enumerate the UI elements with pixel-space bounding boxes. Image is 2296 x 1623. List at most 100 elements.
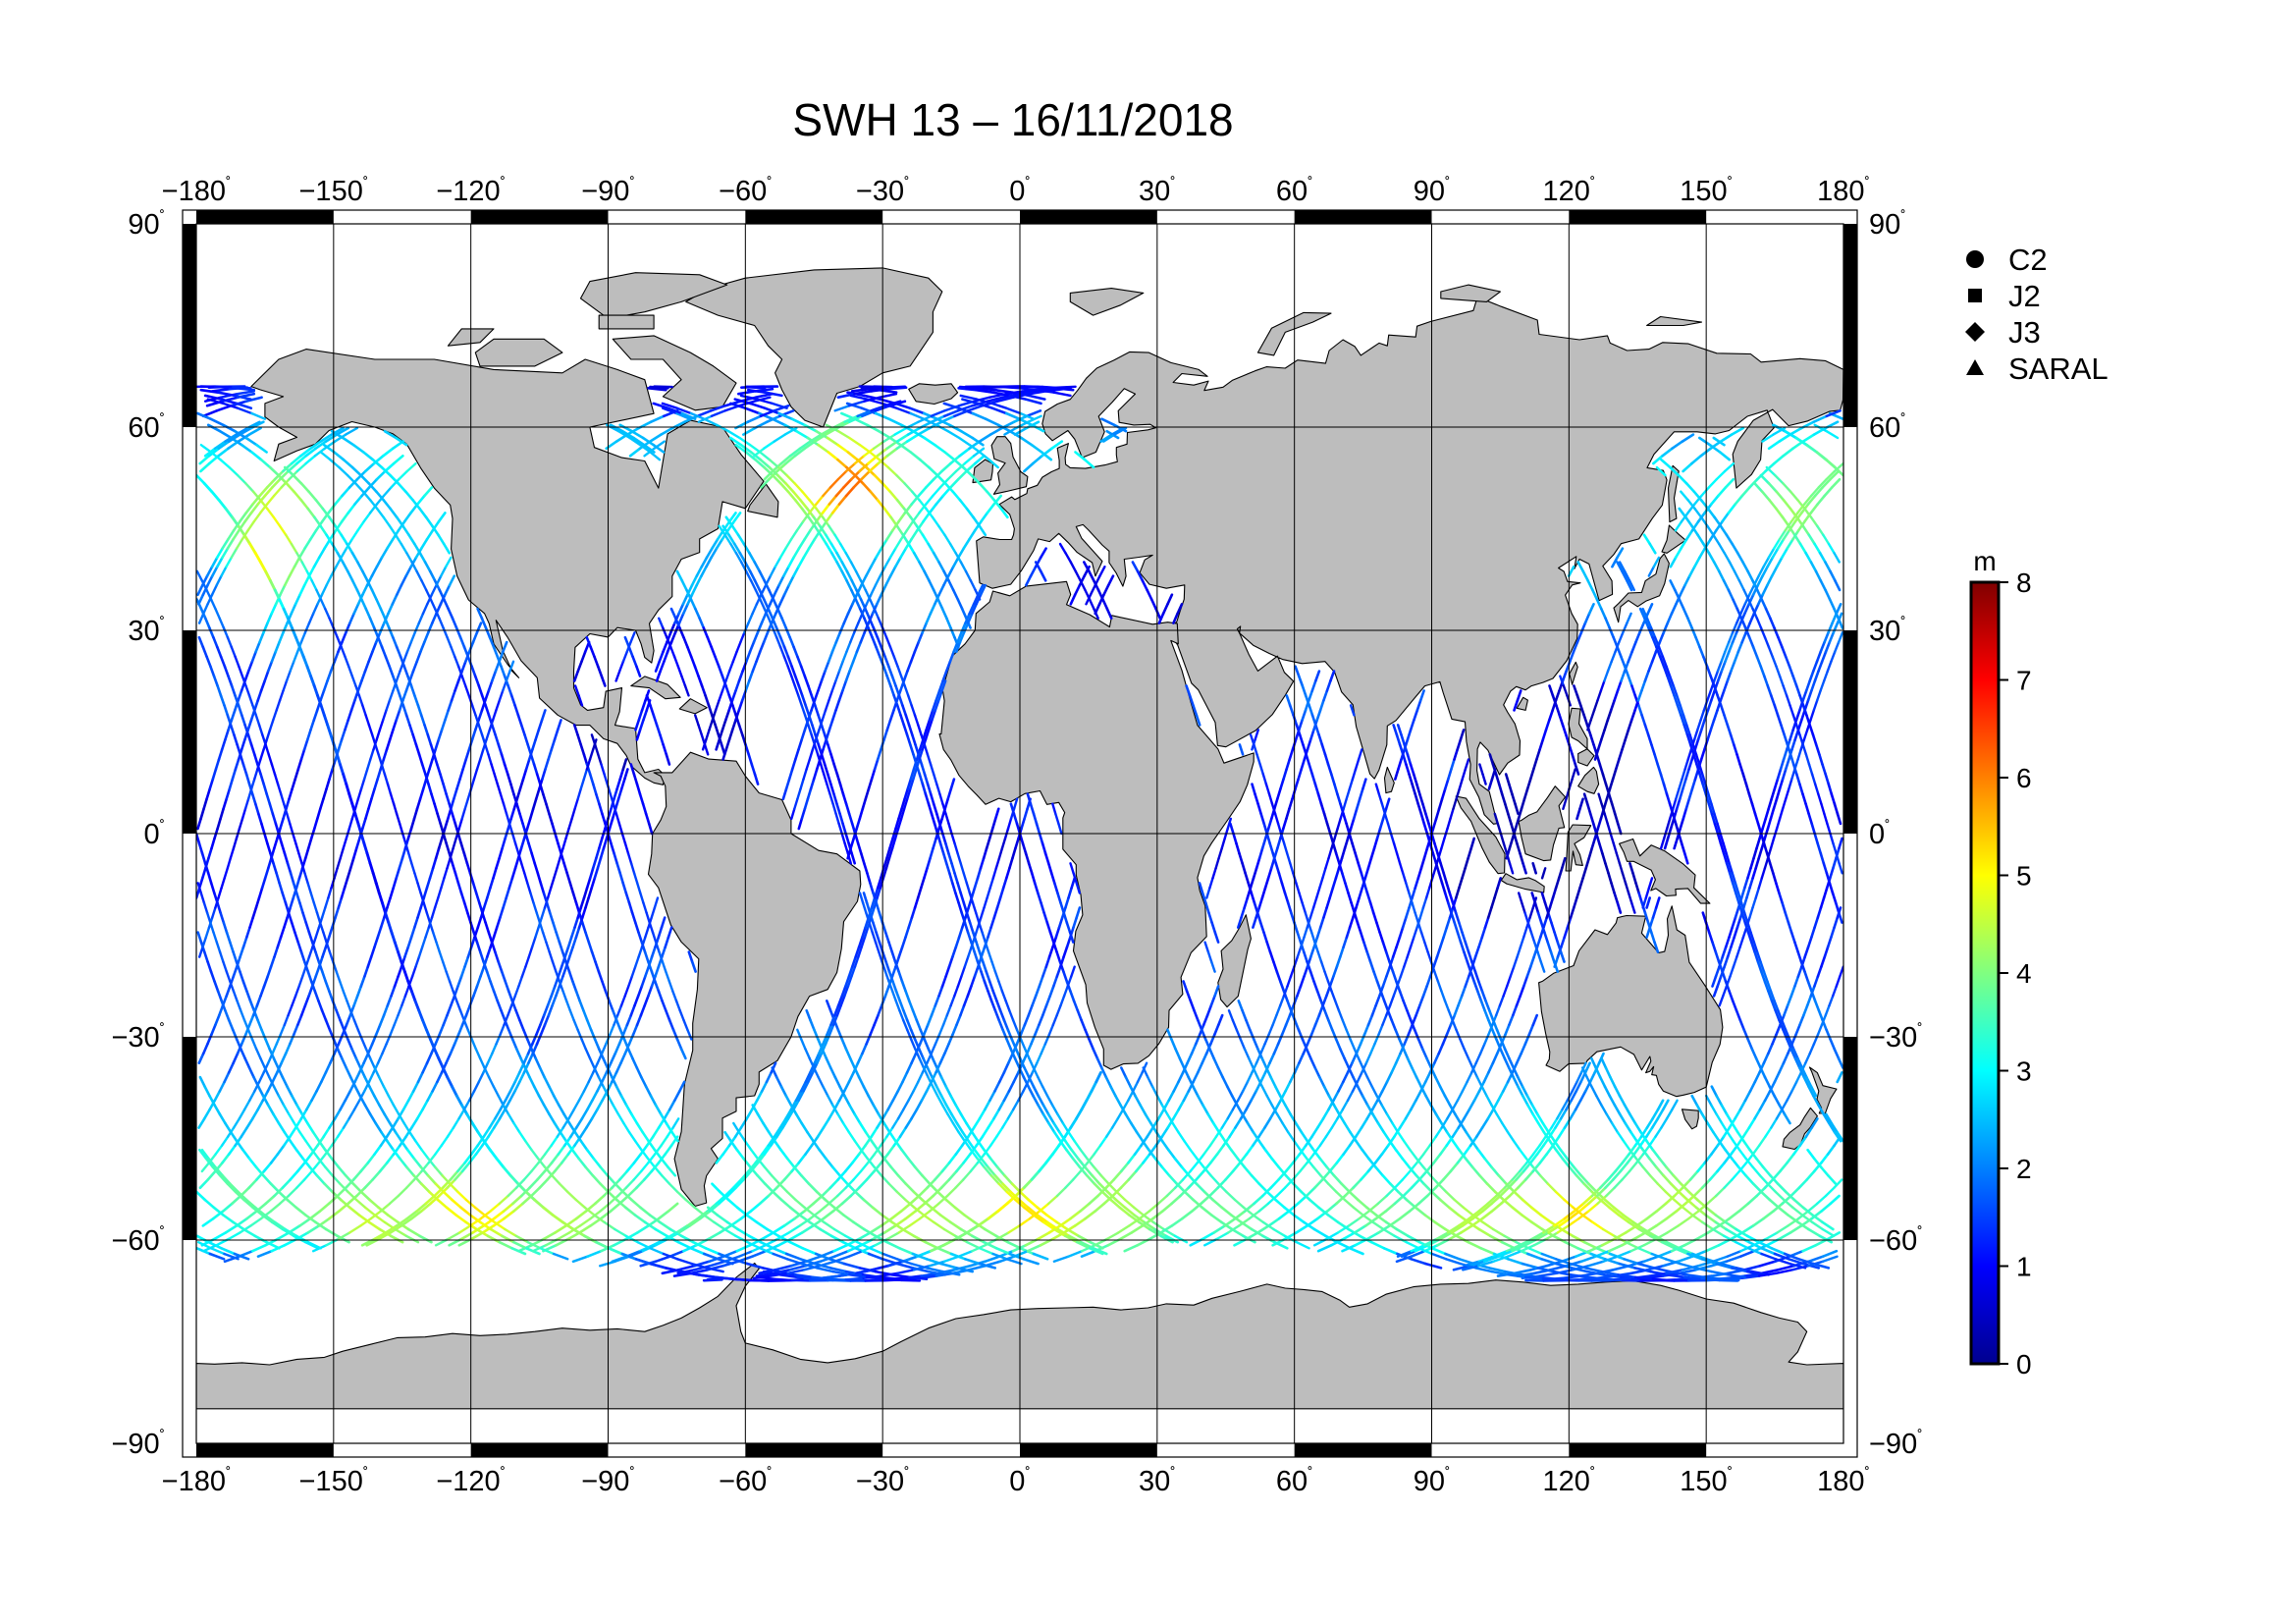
track-segment [960, 622, 967, 634]
track-segment [1422, 846, 1429, 860]
track-segment [1690, 778, 1697, 790]
track-segment [383, 429, 398, 440]
track-segment [1443, 892, 1450, 904]
track-segment [1456, 931, 1463, 944]
track-segment [1685, 733, 1692, 746]
track-segment [643, 950, 650, 963]
track-segment [807, 515, 817, 528]
track-segment [658, 650, 665, 664]
track-segment [538, 783, 545, 796]
track-segment [296, 758, 303, 771]
track-segment [266, 856, 273, 870]
track-segment [555, 931, 561, 944]
track-segment [1334, 1038, 1342, 1051]
track-segment [476, 1130, 486, 1143]
track-segment [913, 896, 920, 909]
track-segment [1001, 1182, 1012, 1194]
track-segment [1573, 1165, 1582, 1177]
track-segment [1411, 1066, 1418, 1079]
track-segment [638, 719, 645, 731]
track-segment [760, 1080, 769, 1093]
track-segment [307, 490, 318, 502]
track-segment [1522, 1094, 1529, 1107]
track-segment [1020, 817, 1026, 831]
track-segment [1794, 709, 1801, 722]
track-segment [1742, 1028, 1749, 1041]
track-segment [1321, 1108, 1330, 1120]
track-segment [1557, 866, 1564, 880]
track-segment [622, 768, 629, 781]
track-segment [617, 1194, 630, 1206]
track-segment [827, 650, 834, 664]
track-segment [416, 906, 423, 919]
track-segment [1576, 1247, 1593, 1256]
track-segment [1037, 892, 1042, 904]
track-segment [1038, 832, 1044, 845]
track-segment [582, 753, 589, 766]
track-segment [477, 684, 484, 697]
track-segment [876, 1117, 884, 1129]
track-segment [936, 598, 944, 611]
track-segment [421, 778, 428, 790]
track-segment [838, 783, 845, 796]
track-segment [804, 1144, 814, 1156]
track-segment [1310, 679, 1317, 692]
track-segment [316, 694, 323, 707]
track-segment [1257, 1126, 1266, 1138]
track-segment [1585, 1275, 1607, 1280]
track-segment [1769, 1174, 1780, 1185]
track-segment [1440, 882, 1447, 894]
track-segment [1296, 931, 1303, 944]
track-segment [924, 792, 931, 806]
track-segment [904, 926, 911, 939]
track-segment [1080, 1099, 1089, 1111]
track-segment [222, 423, 237, 433]
track-segment [573, 1130, 583, 1143]
track-segment [1793, 975, 1800, 988]
track-segment [782, 583, 791, 597]
track-segment [1624, 1121, 1632, 1134]
track-segment [1334, 866, 1341, 880]
track-segment [442, 1190, 454, 1202]
track-segment [1013, 1056, 1021, 1069]
track-segment [250, 1108, 260, 1120]
track-segment [1334, 851, 1341, 865]
track-segment [635, 1121, 645, 1134]
track-segment [471, 630, 479, 644]
track-segment [420, 763, 427, 776]
track-segment [1508, 1056, 1516, 1069]
track-segment [339, 1018, 346, 1032]
track-segment [1500, 792, 1507, 806]
track-segment [1443, 778, 1450, 790]
track-segment [465, 861, 472, 875]
altimeter-tracks [196, 385, 1843, 1282]
track-segment [196, 473, 206, 485]
track-segment [1704, 1244, 1721, 1253]
track-segment [292, 887, 298, 899]
track-segment [657, 926, 664, 939]
track-segment [880, 583, 887, 597]
track-segment [1425, 975, 1432, 988]
track-segment [379, 916, 386, 929]
track-segment [784, 626, 792, 639]
track-segment [750, 763, 757, 776]
track-segment [681, 602, 689, 616]
track-segment [802, 547, 811, 560]
track-segment [1730, 1267, 1749, 1273]
track-segment [1262, 931, 1268, 944]
track-segment [1415, 1090, 1422, 1103]
track-segment [710, 547, 719, 560]
track-segment [428, 1190, 440, 1202]
track-segment [519, 724, 526, 736]
track-segment [196, 411, 212, 421]
track-segment [1497, 1174, 1508, 1185]
track-segment [1608, 778, 1615, 790]
track-segment [652, 714, 659, 727]
track-segment [1453, 921, 1460, 934]
track-segment [1706, 1121, 1715, 1134]
track-segment [1720, 1104, 1729, 1116]
track-segment [690, 960, 697, 973]
track-segment [1815, 650, 1822, 664]
track-segment [1735, 607, 1743, 621]
track-segment [1726, 670, 1733, 682]
